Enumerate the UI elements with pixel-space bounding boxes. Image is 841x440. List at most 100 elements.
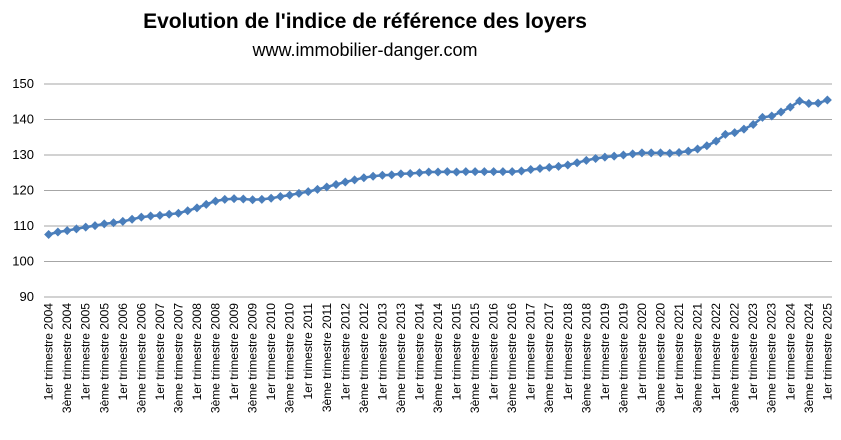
data-point [396,169,406,179]
x-tick-label: 3ème trimestre 2008 [209,303,223,413]
x-tick-label: 1er trimestre 2023 [746,303,760,401]
data-point [424,167,434,177]
x-tick-label: 3ème trimestre 2010 [283,303,297,413]
data-point [702,141,712,151]
x-tick-label: 3ème trimestre 2017 [542,303,556,413]
data-point [414,168,424,178]
y-tick-label: 150 [12,76,34,91]
data-point [479,167,489,177]
x-tick-label: 1er trimestre 2009 [227,303,241,401]
y-tick-label: 130 [12,147,34,162]
data-point [90,221,100,231]
data-point [507,167,517,177]
data-point [748,119,758,129]
data-point [285,190,295,200]
x-tick-label: 3ème trimestre 2022 [728,303,742,413]
data-point [516,166,526,176]
data-point [470,167,480,177]
data-point [44,230,54,240]
x-tick-label: 1er trimestre 2012 [338,303,352,401]
x-tick-label: 3ème trimestre 2009 [246,303,260,413]
data-point [646,148,656,158]
data-point [238,194,248,204]
y-tick-label: 90 [20,289,34,304]
x-tick-label: 1er trimestre 2020 [635,303,649,401]
data-point [498,167,508,177]
data-point [655,148,665,158]
data-point [544,162,554,172]
data-point [359,173,369,183]
data-point [674,148,684,158]
chart-subtitle: www.immobilier-danger.com [251,40,477,60]
data-point [489,167,499,177]
data-point [275,192,285,202]
data-point [71,224,81,234]
data-point [739,124,749,134]
data-point [405,168,415,178]
data-point [183,206,193,216]
x-tick-label: 1er trimestre 2013 [375,303,389,401]
data-point [804,99,814,109]
data-point [813,98,823,108]
y-tick-label: 120 [12,183,34,198]
data-point [767,111,777,121]
x-tick-label: 3ème trimestre 2007 [171,303,185,413]
data-point [387,170,397,180]
data-point [331,179,341,189]
data-point [581,155,591,165]
data-point [795,96,805,106]
data-point [192,203,202,213]
data-point [248,195,258,205]
x-tick-label: 1er trimestre 2022 [709,303,723,401]
data-point [118,216,128,226]
data-point [757,112,767,122]
data-point [535,163,545,173]
data-point [822,95,832,105]
data-point [62,226,72,236]
data-point [730,128,740,138]
data-point [109,218,119,228]
data-point [322,182,332,192]
data-point [257,194,267,204]
data-point [155,210,165,220]
x-tick-label: 3ème trimestre 2021 [691,303,705,413]
y-tick-label: 110 [13,218,34,233]
data-point [554,161,564,171]
y-tick-label: 140 [12,112,34,127]
data-point [591,154,601,164]
x-tick-label: 3ème trimestre 2018 [579,303,593,413]
data-point [609,151,619,161]
x-tick-label: 3ème trimestre 2014 [431,303,445,413]
data-point [350,175,360,185]
x-tick-label: 1er trimestre 2021 [672,303,686,401]
data-point [340,177,350,187]
data-point [146,211,156,221]
x-tick-label: 3ème trimestre 2023 [765,303,779,413]
x-tick-label: 1er trimestre 2008 [190,303,204,401]
data-point [628,149,638,159]
data-point [665,148,675,158]
data-point [53,227,63,237]
data-point [81,222,91,232]
x-tick-label: 1er trimestre 2018 [561,303,575,401]
data-point [526,165,536,175]
data-point [368,171,378,181]
data-point [127,214,137,224]
x-tick-label: 3ème trimestre 2020 [653,303,667,413]
data-point [563,160,573,170]
x-tick-label: 1er trimestre 2016 [487,303,501,401]
data-point [452,167,462,177]
x-tick-label: 1er trimestre 2006 [116,303,130,401]
data-point [693,144,703,154]
data-point [136,212,146,222]
data-point [461,167,471,177]
data-point [711,136,721,146]
x-tick-label: 3ème trimestre 2013 [394,303,408,413]
x-tick-label: 1er trimestre 2014 [412,303,426,401]
data-point [164,209,174,219]
data-point [600,152,610,162]
chart-title: Evolution de l'indice de référence des l… [143,10,587,33]
x-tick-label: 3ème trimestre 2004 [60,303,74,413]
data-point [303,187,313,197]
data-point [201,199,211,209]
